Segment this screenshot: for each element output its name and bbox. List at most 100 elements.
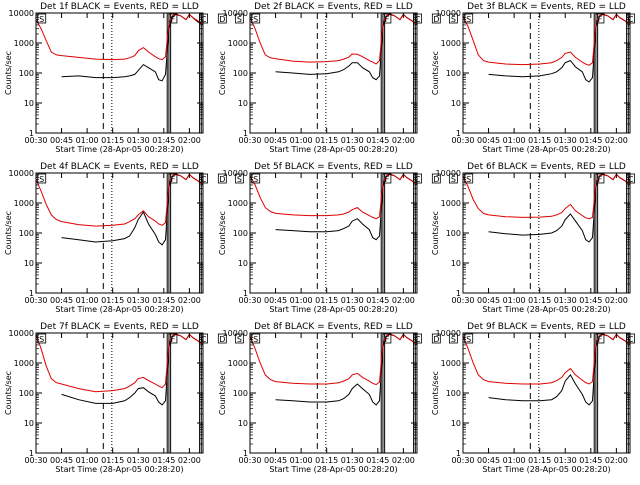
mode-box xyxy=(413,333,422,344)
x-axis-label: Start Time (28-Apr-05 00:28:20) xyxy=(55,145,183,154)
x-tick-label: 00:45 xyxy=(50,296,73,305)
x-tick-label: 01:30 xyxy=(127,296,150,305)
events-series-line xyxy=(275,173,417,241)
x-tick-label: 01:30 xyxy=(554,296,577,305)
x-tick-label: 01:45 xyxy=(152,296,175,305)
mode-box xyxy=(251,13,261,24)
x-tick-label: 00:45 xyxy=(477,136,500,145)
mode-box-label: S xyxy=(253,335,258,344)
mode-box-label: C xyxy=(201,15,207,24)
x-tick-label: 01:30 xyxy=(341,456,364,465)
plot-frame xyxy=(35,332,204,454)
x-tick-label: 01:45 xyxy=(152,456,175,465)
panel-title: Det 6f BLACK = Events, RED = LLD xyxy=(467,162,626,172)
y-axis-label: Counts/sec xyxy=(218,51,227,95)
x-tick-label: 00:30 xyxy=(24,296,47,305)
events-series-line xyxy=(275,13,417,81)
panel-title: Det 7f BLACK = Events, RED = LLD xyxy=(40,322,199,332)
y-tick-label: 1000 xyxy=(14,359,34,368)
y-tick-label: 10 xyxy=(451,259,461,268)
mode-box xyxy=(464,333,474,344)
y-tick-label: 10 xyxy=(24,99,34,108)
x-tick-label: 02:00 xyxy=(392,296,415,305)
x-tick-label: 01:00 xyxy=(290,296,313,305)
panel-title: Det 1f BLACK = Events, RED = LLD xyxy=(40,2,199,12)
mode-box-label: C xyxy=(628,175,634,184)
x-tick-label: 02:00 xyxy=(178,296,201,305)
y-tick-label: 1000 xyxy=(14,199,34,208)
x-axis-label: Start Time (28-Apr-05 00:28:20) xyxy=(269,145,397,154)
y-tick-label: 10 xyxy=(451,99,461,108)
mode-box xyxy=(464,173,474,184)
mode-box-label: F xyxy=(598,15,603,24)
y-tick-label: 10000 xyxy=(9,9,34,18)
y-tick-label: 1 xyxy=(456,449,461,458)
y-tick-label: 1000 xyxy=(14,39,34,48)
lld-series-line xyxy=(250,333,417,386)
y-axis-label: Counts/sec xyxy=(431,211,440,255)
x-tick-label: 01:30 xyxy=(127,136,150,145)
y-tick-label: 10 xyxy=(238,99,248,108)
mode-box xyxy=(37,173,47,184)
mode-box xyxy=(217,333,227,344)
events-series-line xyxy=(61,173,203,246)
events-series-line xyxy=(61,333,203,406)
x-tick-label: 01:45 xyxy=(579,296,602,305)
mode-box-label: C xyxy=(628,335,634,344)
x-tick-label: 00:45 xyxy=(264,456,287,465)
events-series-line xyxy=(488,173,630,243)
y-tick-label: 1000 xyxy=(441,39,461,48)
mode-box-label: C xyxy=(415,335,421,344)
y-axis-label: Counts/sec xyxy=(218,211,227,255)
mode-box xyxy=(382,333,392,344)
mode-box-label: S xyxy=(466,175,471,184)
plot-frame xyxy=(249,172,418,294)
x-tick-label: 02:00 xyxy=(178,456,201,465)
mode-box xyxy=(464,13,474,24)
mode-box-label: C xyxy=(201,175,207,184)
mode-box-label: S xyxy=(39,335,44,344)
mode-box xyxy=(168,333,178,344)
mode-box xyxy=(595,173,605,184)
plot-frame xyxy=(249,332,418,454)
y-tick-label: 100 xyxy=(446,389,461,398)
x-tick-label: 00:45 xyxy=(50,136,73,145)
mode-box-label: D xyxy=(219,335,225,344)
x-tick-label: 00:30 xyxy=(24,136,47,145)
y-tick-label: 10000 xyxy=(223,9,248,18)
y-tick-label: 100 xyxy=(446,229,461,238)
y-tick-label: 1000 xyxy=(441,359,461,368)
mode-box xyxy=(448,333,458,344)
x-tick-label: 01:15 xyxy=(315,296,338,305)
y-tick-label: 100 xyxy=(19,69,34,78)
y-tick-label: 10000 xyxy=(223,329,248,338)
mode-box-label: C xyxy=(628,15,634,24)
mode-box xyxy=(431,13,441,24)
mode-box xyxy=(251,333,261,344)
lld-series-line xyxy=(463,333,630,385)
x-tick-label: 01:00 xyxy=(76,296,99,305)
mode-box-label: C xyxy=(415,175,421,184)
mode-box xyxy=(626,173,635,184)
x-tick-label: 01:15 xyxy=(315,136,338,145)
x-tick-label: 01:00 xyxy=(290,456,313,465)
x-tick-label: 01:30 xyxy=(554,456,577,465)
mode-box-label: S xyxy=(253,15,258,24)
x-tick-label: 00:45 xyxy=(264,136,287,145)
mode-box-label: F xyxy=(171,15,176,24)
x-tick-label: 01:15 xyxy=(528,296,551,305)
x-tick-label: 02:00 xyxy=(392,456,415,465)
mode-box-label: S xyxy=(253,175,258,184)
x-tick-label: 01:15 xyxy=(101,296,124,305)
mode-box xyxy=(168,13,178,24)
x-tick-label: 00:45 xyxy=(264,296,287,305)
plot-frame xyxy=(462,172,631,294)
plot-frame xyxy=(462,12,631,134)
mode-box-label: S xyxy=(466,15,471,24)
mode-box-label: D xyxy=(219,15,225,24)
lld-series-line xyxy=(36,173,203,227)
events-series-line xyxy=(275,333,417,406)
events-series-line xyxy=(488,13,630,83)
